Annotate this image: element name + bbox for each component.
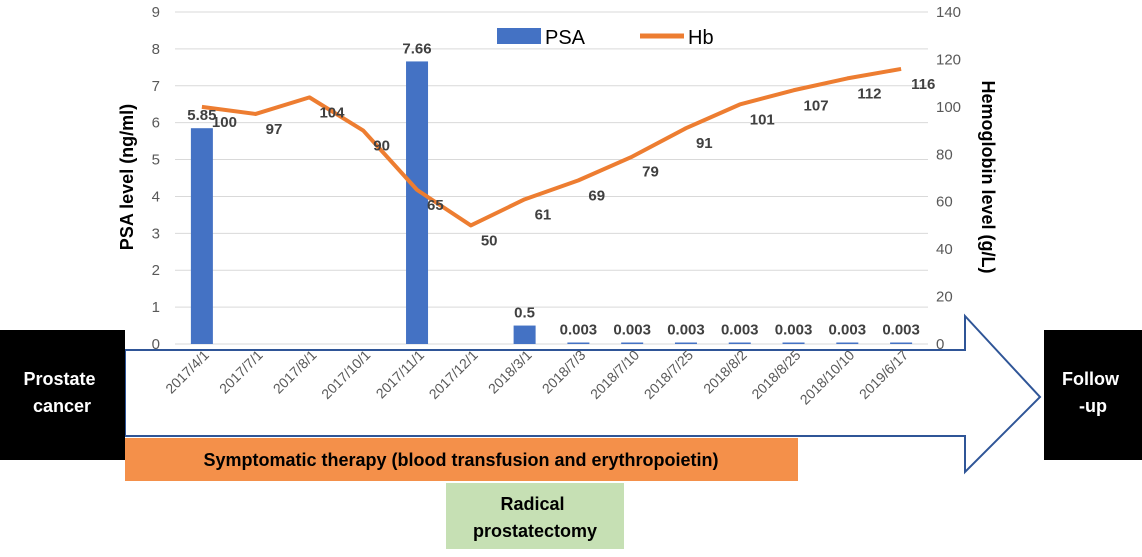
gridlines <box>175 11 928 345</box>
hb-value-label: 101 <box>750 111 775 128</box>
psa-bar <box>567 342 590 344</box>
psa-value-label: 0.5 <box>514 305 535 322</box>
y-tick-right: 0 <box>936 336 944 353</box>
hb-value-label: 79 <box>642 164 659 181</box>
y-tick-left: 4 <box>152 188 160 205</box>
hb-value-label: 112 <box>857 85 881 102</box>
y-tick-left: 7 <box>152 78 160 95</box>
start-label: Prostate cancer <box>23 369 100 416</box>
surgery-box <box>446 483 624 549</box>
hb-value-label: 50 <box>481 232 498 249</box>
psa-bar <box>782 342 805 344</box>
psa-bar <box>190 128 213 344</box>
hb-value-label: 61 <box>535 206 552 223</box>
psa-bar <box>406 61 429 344</box>
start-box <box>0 330 125 460</box>
legend-psa-swatch <box>497 28 541 44</box>
psa-bars <box>190 61 913 344</box>
psa-value-label: 0.003 <box>775 322 813 339</box>
hb-series-line <box>201 66 902 228</box>
hb-value-label: 97 <box>266 121 283 138</box>
hb-value-label: 100 <box>212 114 237 131</box>
surgery-label: Radical prostatectomy <box>473 494 597 541</box>
data-labels: 5.85 7.66 0.5 0.003 0.003 0.003 0.003 0.003 0.00… <box>187 40 935 338</box>
y-tick-left: 5 <box>152 152 160 169</box>
y-tick-right: 120 <box>936 51 961 68</box>
y-tick-right: 40 <box>936 241 953 258</box>
y-tick-right: 60 <box>936 194 953 211</box>
psa-value-label: 0.003 <box>667 322 705 339</box>
y-tick-left: 9 <box>152 4 160 21</box>
psa-value-label: 7.66 <box>402 40 431 57</box>
hb-value-label: 69 <box>588 187 605 204</box>
psa-bar <box>674 342 697 344</box>
psa-bar <box>836 342 859 344</box>
y-tick-right: 20 <box>936 289 953 306</box>
legend: PSA Hb <box>497 27 714 49</box>
hb-value-label: 116 <box>911 76 935 93</box>
psa-value-label: 0.003 <box>613 322 651 339</box>
psa-bar <box>728 342 751 344</box>
y-tick-left: 1 <box>152 299 160 316</box>
psa-value-label: 0.003 <box>882 322 920 339</box>
y-tick-left: 6 <box>152 115 160 132</box>
hb-value-label: 107 <box>804 97 829 114</box>
legend-psa-label: PSA <box>545 27 586 49</box>
y-tick-right: 100 <box>936 99 961 116</box>
psa-value-label: 0.003 <box>829 322 867 339</box>
hb-value-label: 91 <box>696 135 713 152</box>
y-tick-left: 2 <box>152 262 160 279</box>
y-tick-left: 0 <box>152 336 160 353</box>
legend-hb-label: Hb <box>688 27 714 49</box>
y-tick-right: 140 <box>936 4 961 21</box>
therapy-band <box>125 438 798 481</box>
hb-line <box>201 66 902 228</box>
end-label: Follow -up <box>1062 369 1124 416</box>
y-tick-left: 8 <box>152 41 160 58</box>
y-tick-left: 3 <box>152 225 160 242</box>
hb-value-label: 90 <box>373 138 390 155</box>
psa-bar <box>621 342 644 344</box>
therapy-label: Symptomatic therapy (blood transfusion a… <box>203 450 718 470</box>
psa-bar <box>513 325 536 344</box>
psa-value-label: 5.85 <box>187 107 216 124</box>
timeline-arrow <box>124 313 1042 475</box>
y-tick-right: 80 <box>936 146 953 163</box>
psa-value-label: 0.003 <box>721 322 759 339</box>
y-axis-title-left: PSA level (ng/ml) <box>117 104 137 250</box>
psa-bar <box>890 342 913 344</box>
hb-value-label: 65 <box>427 197 444 214</box>
psa-value-label: 0.003 <box>560 322 598 339</box>
hb-value-label: 104 <box>319 104 345 121</box>
y-axis-title-right: Hemoglobin level (g/L) <box>978 80 998 273</box>
end-box <box>1044 330 1142 460</box>
